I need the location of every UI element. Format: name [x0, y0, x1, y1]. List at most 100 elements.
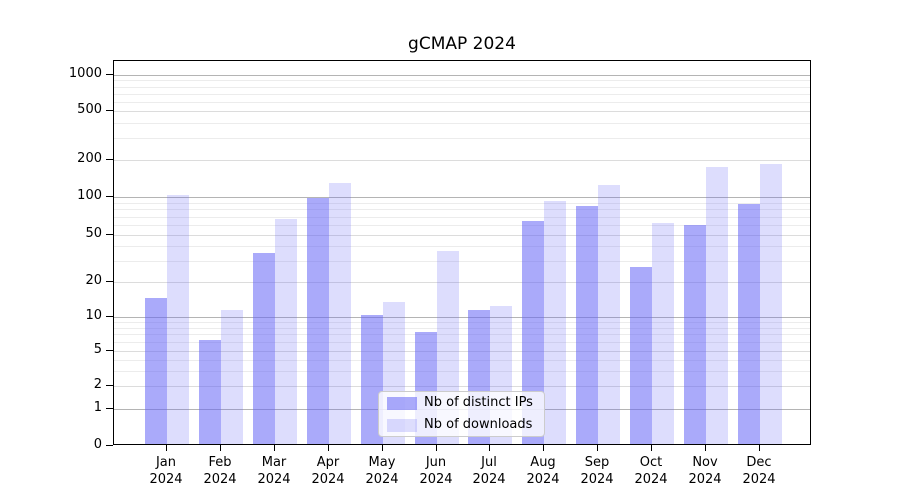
y-tick-label: 1000 [68, 66, 102, 81]
x-tick-label: Feb 2024 [203, 455, 237, 487]
x-tick-label: Oct 2024 [634, 455, 668, 487]
x-tick-label: Aug 2024 [526, 455, 560, 487]
x-tick-label: Sep 2024 [580, 455, 614, 487]
bar-distinct-ips [307, 198, 329, 444]
legend-item: Nb of downloads [379, 414, 544, 436]
x-tick-label: Mar 2024 [257, 455, 291, 487]
x-tick-mark [489, 445, 490, 451]
plot-area [113, 60, 811, 445]
gridline [114, 317, 810, 318]
gridline-minor [114, 203, 810, 204]
x-tick-mark [705, 445, 706, 451]
y-tick-mark [106, 234, 113, 235]
gridline-minor [114, 138, 810, 139]
gridline-minor [114, 217, 810, 218]
y-tick-label: 100 [77, 188, 102, 203]
bar-downloads [544, 201, 566, 444]
y-axis: 0 1 2 5 10 20 50 100 200 500 1000 [0, 0, 113, 500]
x-tick-mark [220, 445, 221, 451]
gridline-minor [114, 360, 810, 361]
x-tick-mark [759, 445, 760, 451]
y-tick-label: 500 [77, 102, 102, 117]
bar-downloads [652, 223, 674, 444]
x-tick-mark [651, 445, 652, 451]
y-tick-mark [106, 316, 113, 317]
y-tick-label: 50 [85, 226, 102, 241]
gridline [114, 282, 810, 283]
bar-downloads [760, 164, 782, 444]
y-tick-mark [106, 74, 113, 75]
x-tick-label: Jun 2024 [419, 455, 453, 487]
y-tick-mark [106, 196, 113, 197]
x-tick-label: Nov 2024 [688, 455, 722, 487]
gridline [114, 351, 810, 352]
gridline [114, 111, 810, 112]
y-tick-label: 0 [93, 437, 102, 452]
y-tick-mark [106, 281, 113, 282]
gridline-minor [114, 102, 810, 103]
y-tick-mark [106, 385, 113, 386]
y-tick-mark [106, 159, 113, 160]
gridline-minor [114, 94, 810, 95]
gridline-minor [114, 225, 810, 226]
legend: Nb of distinct IPs Nb of downloads [378, 391, 545, 437]
chart-title: gCMAP 2024 [408, 34, 516, 54]
bar-distinct-ips [199, 340, 221, 444]
gridline-minor [114, 123, 810, 124]
gridline-minor [114, 80, 810, 81]
bar-downloads [706, 167, 728, 444]
x-tick-label: Jul 2024 [472, 455, 506, 487]
bar-distinct-ips [576, 206, 598, 444]
bar-distinct-ips [738, 204, 760, 444]
x-tick-label: Dec 2024 [742, 455, 776, 487]
x-tick-mark [597, 445, 598, 451]
x-tick-label: Jan 2024 [149, 455, 183, 487]
y-tick-mark [106, 350, 113, 351]
x-tick-mark [543, 445, 544, 451]
bar-distinct-ips [684, 225, 706, 444]
legend-swatch [387, 397, 417, 410]
gridline-minor [114, 87, 810, 88]
legend-label: Nb of distinct IPs [424, 395, 533, 410]
legend-swatch [387, 419, 417, 432]
x-tick-mark [166, 445, 167, 451]
gridline-minor [114, 371, 810, 372]
y-tick-label: 1 [93, 400, 102, 415]
gridline [114, 386, 810, 387]
gridline-minor [114, 328, 810, 329]
bar-downloads [329, 183, 351, 444]
gridline-minor [114, 322, 810, 323]
bar-distinct-ips [630, 267, 652, 444]
gridline [114, 75, 810, 76]
x-tick-label: Apr 2024 [311, 455, 345, 487]
x-tick-mark [274, 445, 275, 451]
gridline [114, 197, 810, 198]
y-tick-label: 2 [93, 377, 102, 392]
bar-downloads [221, 310, 243, 444]
gridline-minor [114, 342, 810, 343]
y-tick-label: 20 [85, 273, 102, 288]
gridline-minor [114, 334, 810, 335]
bar-distinct-ips [253, 253, 275, 444]
y-tick-label: 5 [93, 342, 102, 357]
gridline [114, 235, 810, 236]
bar-distinct-ips [361, 315, 383, 444]
gridline-minor [114, 209, 810, 210]
y-tick-mark [106, 408, 113, 409]
x-tick-mark [382, 445, 383, 451]
gridline-minor [114, 246, 810, 247]
y-tick-label: 200 [77, 151, 102, 166]
y-tick-mark [106, 110, 113, 111]
x-tick-mark [328, 445, 329, 451]
legend-label: Nb of downloads [424, 417, 533, 432]
bar-downloads [598, 185, 620, 444]
y-tick-mark [106, 445, 113, 446]
gridline-minor [114, 261, 810, 262]
y-tick-label: 10 [85, 308, 102, 323]
gridline [114, 160, 810, 161]
bar-distinct-ips [145, 298, 167, 444]
x-tick-label: May 2024 [365, 455, 399, 487]
bar-distinct-ips [522, 221, 544, 444]
